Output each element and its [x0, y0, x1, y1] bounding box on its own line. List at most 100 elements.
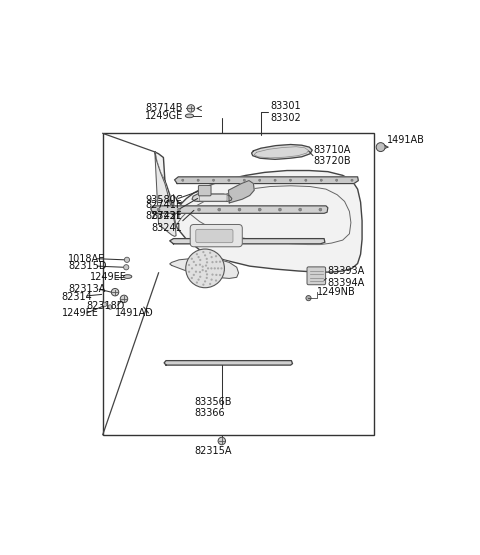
- Text: 83393A
83394A: 83393A 83394A: [327, 266, 364, 288]
- Circle shape: [124, 265, 129, 270]
- Circle shape: [205, 258, 208, 260]
- Circle shape: [320, 179, 323, 181]
- Circle shape: [197, 179, 199, 181]
- Circle shape: [209, 283, 211, 285]
- Circle shape: [215, 274, 217, 276]
- Circle shape: [305, 179, 307, 181]
- Circle shape: [181, 179, 184, 181]
- Text: 82741F
82742F: 82741F 82742F: [145, 200, 182, 221]
- Ellipse shape: [185, 114, 193, 118]
- Circle shape: [215, 255, 217, 258]
- Polygon shape: [228, 180, 254, 203]
- Circle shape: [157, 208, 160, 211]
- Circle shape: [376, 143, 385, 152]
- Circle shape: [207, 268, 209, 270]
- Circle shape: [198, 208, 201, 211]
- Polygon shape: [151, 206, 328, 213]
- Circle shape: [102, 302, 107, 307]
- Circle shape: [211, 261, 214, 263]
- Circle shape: [206, 273, 208, 275]
- Circle shape: [204, 280, 206, 282]
- FancyBboxPatch shape: [196, 229, 233, 243]
- Circle shape: [228, 179, 230, 181]
- Polygon shape: [155, 152, 176, 236]
- Text: 83301
83302: 83301 83302: [270, 102, 301, 123]
- Circle shape: [191, 258, 193, 260]
- Circle shape: [259, 179, 261, 181]
- Circle shape: [199, 271, 201, 273]
- Circle shape: [205, 277, 208, 279]
- Circle shape: [351, 179, 353, 181]
- Circle shape: [197, 256, 200, 258]
- Circle shape: [258, 208, 261, 211]
- Circle shape: [204, 254, 206, 256]
- Polygon shape: [170, 239, 325, 244]
- Text: 1249EE: 1249EE: [90, 273, 127, 282]
- Text: 83356B
83366: 83356B 83366: [195, 397, 232, 418]
- Text: 1249EE: 1249EE: [62, 309, 99, 319]
- Polygon shape: [164, 361, 292, 365]
- Circle shape: [238, 208, 241, 211]
- Text: 1249NB: 1249NB: [317, 287, 355, 297]
- Circle shape: [210, 279, 213, 281]
- Circle shape: [213, 179, 215, 181]
- Circle shape: [205, 270, 207, 273]
- Circle shape: [202, 251, 204, 253]
- Circle shape: [299, 208, 301, 211]
- Circle shape: [187, 105, 195, 112]
- Text: 82315A: 82315A: [195, 446, 232, 456]
- Circle shape: [336, 179, 338, 181]
- Circle shape: [210, 268, 213, 270]
- Text: 82315D: 82315D: [68, 261, 107, 271]
- Circle shape: [205, 264, 207, 266]
- Circle shape: [191, 277, 193, 279]
- Circle shape: [218, 437, 226, 445]
- Circle shape: [209, 251, 211, 254]
- Circle shape: [278, 208, 281, 211]
- Circle shape: [199, 276, 202, 278]
- Circle shape: [108, 305, 112, 309]
- Text: 82314: 82314: [62, 292, 93, 302]
- Text: 1491AD: 1491AD: [115, 309, 154, 319]
- Circle shape: [210, 256, 213, 258]
- Text: 93580C: 93580C: [145, 195, 183, 205]
- FancyBboxPatch shape: [200, 194, 227, 201]
- Circle shape: [217, 268, 219, 270]
- Circle shape: [243, 179, 245, 181]
- Circle shape: [215, 279, 217, 281]
- Circle shape: [195, 264, 197, 266]
- Text: 1491AB: 1491AB: [386, 135, 424, 145]
- Circle shape: [188, 264, 190, 266]
- Circle shape: [206, 261, 208, 264]
- Polygon shape: [192, 194, 232, 201]
- Circle shape: [188, 271, 190, 273]
- Circle shape: [197, 279, 200, 281]
- Circle shape: [274, 179, 276, 181]
- Circle shape: [196, 281, 198, 284]
- Circle shape: [195, 271, 197, 273]
- Text: 83710A
83720B: 83710A 83720B: [313, 145, 350, 166]
- Polygon shape: [155, 152, 362, 272]
- FancyBboxPatch shape: [307, 267, 325, 285]
- Circle shape: [199, 259, 202, 261]
- Circle shape: [191, 268, 193, 270]
- Circle shape: [199, 264, 201, 266]
- Circle shape: [202, 269, 204, 271]
- Text: 82318D: 82318D: [87, 301, 125, 311]
- Circle shape: [215, 261, 217, 263]
- Circle shape: [202, 284, 204, 286]
- Circle shape: [219, 274, 221, 276]
- Circle shape: [177, 208, 180, 211]
- Circle shape: [186, 249, 225, 287]
- Polygon shape: [170, 258, 239, 279]
- Circle shape: [192, 261, 195, 263]
- Text: 1249GE: 1249GE: [144, 111, 183, 121]
- Circle shape: [220, 268, 223, 270]
- Text: 83714B: 83714B: [145, 103, 183, 113]
- Polygon shape: [252, 144, 312, 159]
- Polygon shape: [175, 177, 359, 184]
- Circle shape: [219, 261, 221, 263]
- Circle shape: [214, 268, 216, 270]
- Circle shape: [124, 257, 130, 263]
- Circle shape: [306, 295, 311, 301]
